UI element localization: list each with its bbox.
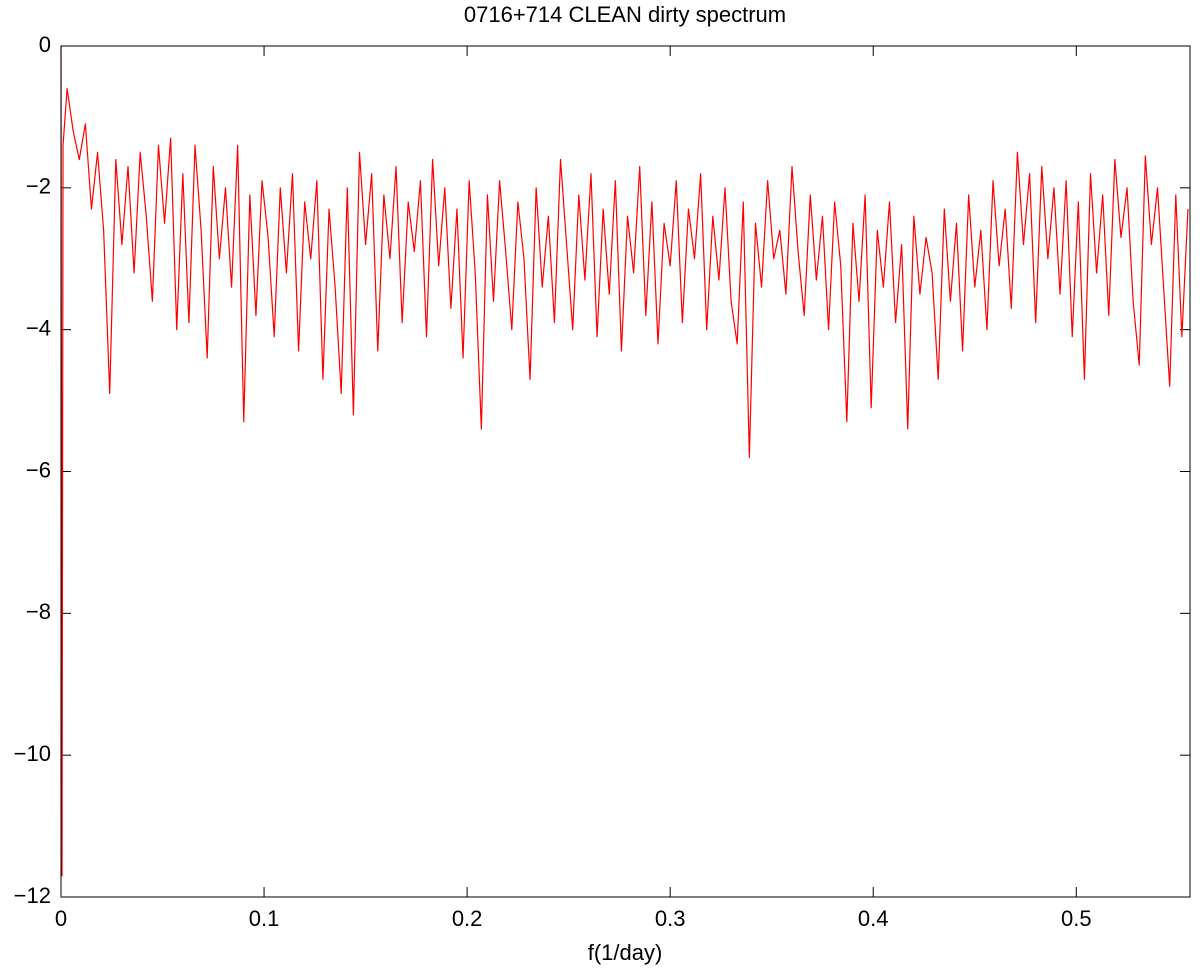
x-tick-label: 0.4 [858,906,889,931]
y-tick-label: −10 [14,741,51,766]
data-line [60,45,1189,877]
chart-title: 0716+714 CLEAN dirty spectrum [464,2,786,27]
x-tick-label: 0 [55,906,67,931]
y-tick-label: −2 [26,174,51,199]
y-tick-label: −4 [26,315,51,340]
x-tick-label: 0.5 [1061,906,1092,931]
y-tick-label: 0 [39,32,51,57]
y-tick-label: −6 [26,457,51,482]
x-tick-label: 0.3 [655,906,686,931]
plot-frame [60,45,1191,898]
x-tick-label: 0.2 [452,906,483,931]
x-axis-label: f(1/day) [588,940,663,965]
x-tick-label: 0.1 [249,906,280,931]
y-tick-label: −12 [14,883,51,908]
y-tick-label: −8 [26,599,51,624]
